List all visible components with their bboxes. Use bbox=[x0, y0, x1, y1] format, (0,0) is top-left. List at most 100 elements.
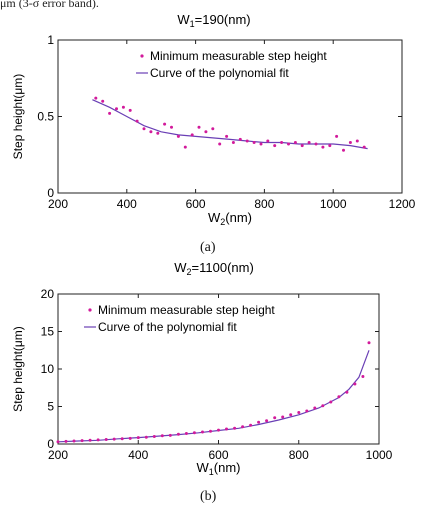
chart-b-data-point bbox=[112, 437, 116, 441]
chart-a-data-point bbox=[335, 134, 339, 138]
chart-b-data-point bbox=[337, 395, 341, 399]
chart-a-data-point bbox=[321, 145, 325, 149]
chart-b: W2=1100(nm) 200 400 600 800 1000 0 5 10 15 20 Ste… bbox=[11, 260, 393, 477]
chart-a-title: W1=190(nm) bbox=[177, 12, 250, 29]
chart-b-legend-marker-swatch bbox=[88, 308, 92, 312]
chart-a-data-point bbox=[307, 141, 311, 144]
chart-a-data-point bbox=[135, 119, 139, 123]
chart-a-data-point bbox=[218, 142, 222, 146]
chart-a-x-tick-label: 1000 bbox=[320, 197, 347, 211]
top-text-fragment: μm (3-σ error band). bbox=[0, 0, 99, 10]
chart-b-data-point bbox=[257, 420, 261, 424]
chart-b-data-point bbox=[152, 435, 156, 438]
chart-b-fit-layer bbox=[57, 350, 370, 443]
chart-a-data-point bbox=[142, 127, 146, 131]
chart-a-data-point bbox=[328, 144, 332, 148]
chart-a-ticks: 200 400 600 800 1000 1200 0 0.5 1 bbox=[37, 33, 415, 211]
chart-a-data-point bbox=[362, 145, 366, 149]
chart-b-data-point bbox=[144, 435, 148, 439]
chart-b-ticks: 200 400 600 800 1000 0 5 10 15 20 bbox=[41, 287, 393, 462]
chart-a-data-point bbox=[314, 142, 318, 146]
chart-a-data-point bbox=[342, 148, 345, 152]
chart-a-x-tick-label: 800 bbox=[254, 197, 274, 211]
chart-a-data-point bbox=[163, 122, 167, 126]
chart-a-fit-layer bbox=[92, 99, 368, 150]
chart-a-legend-entry-fit: Curve of the polynomial fit bbox=[150, 66, 289, 80]
chart-b-data-point bbox=[160, 434, 164, 438]
chart-b-data-point bbox=[80, 439, 84, 443]
chart-b-data-point bbox=[72, 439, 76, 443]
chart-b-data-point bbox=[217, 428, 220, 432]
chart-a-legend: Minimum measurable step height Curve of … bbox=[136, 49, 327, 80]
chart-b-data-point bbox=[56, 440, 60, 444]
chart-a-data-point bbox=[231, 141, 235, 144]
chart-a-x-tick-label: 1200 bbox=[389, 197, 416, 211]
chart-b-data-point bbox=[128, 436, 132, 440]
chart-b-legend-entry-fit: Curve of the polynomial fit bbox=[98, 320, 237, 334]
chart-a-fit-curve bbox=[92, 99, 368, 150]
chart-b-data-point bbox=[305, 409, 309, 413]
chart-b-data-point bbox=[104, 438, 108, 441]
chart-a-data-point bbox=[204, 130, 208, 134]
chart-b-data-point bbox=[136, 436, 140, 440]
caption-a: (a) bbox=[200, 240, 216, 255]
chart-b-data-point bbox=[329, 400, 333, 404]
chart-a: W1=190(nm) 200 400 600 800 1000 1200 0 0.5 1 Ste… bbox=[11, 12, 416, 227]
chart-a-data-point bbox=[355, 139, 359, 143]
chart-a-y-tick-label: 0.5 bbox=[37, 110, 54, 124]
chart-b-x-tick-label: 600 bbox=[208, 448, 228, 462]
chart-a-data-point bbox=[183, 145, 187, 149]
chart-b-legend-entry-points: Minimum measurable step height bbox=[98, 303, 275, 317]
chart-b-x-axis-label: W1(nm) bbox=[196, 460, 240, 477]
chart-a-x-tick-label: 200 bbox=[48, 197, 68, 211]
chart-b-fit-curve bbox=[57, 350, 370, 443]
chart-b-data-point bbox=[289, 413, 293, 417]
chart-b-data-point bbox=[367, 341, 371, 345]
chart-a-y-tick-label: 1 bbox=[47, 33, 54, 47]
chart-a-data-point bbox=[245, 139, 249, 143]
chart-b-data-point bbox=[321, 404, 325, 408]
chart-a-data-point bbox=[197, 125, 201, 129]
chart-b-x-tick-label: 400 bbox=[128, 448, 148, 462]
chart-b-data-point bbox=[313, 406, 317, 410]
chart-b-x-tick-label: 800 bbox=[289, 448, 309, 462]
chart-a-y-axis-label: Step height(μm) bbox=[11, 74, 25, 160]
chart-b-y-tick-label: 5 bbox=[47, 400, 54, 414]
chart-a-data-point bbox=[225, 134, 229, 138]
chart-a-data-point bbox=[252, 141, 256, 144]
chart-a-points-layer bbox=[94, 96, 366, 152]
chart-a-data-point bbox=[287, 142, 290, 146]
chart-b-x-tick-label: 1000 bbox=[366, 448, 393, 462]
chart-b-x-tick-label: 200 bbox=[48, 448, 68, 462]
chart-a-x-tick-label: 600 bbox=[186, 197, 206, 211]
chart-a-data-point bbox=[94, 96, 98, 100]
chart-b-data-point bbox=[273, 416, 277, 420]
chart-a-data-point bbox=[211, 127, 215, 131]
chart-a-data-point bbox=[101, 99, 105, 103]
chart-a-data-point bbox=[348, 141, 352, 144]
chart-b-data-point bbox=[361, 375, 365, 378]
chart-b-data-point bbox=[233, 426, 237, 430]
chart-a-x-axis-label: W2(nm) bbox=[208, 210, 252, 227]
chart-b-data-point bbox=[225, 427, 228, 431]
chart-b-title: W2=1100(nm) bbox=[174, 260, 254, 277]
chart-b-y-tick-label: 0 bbox=[47, 437, 54, 451]
chart-a-legend-entry-points: Minimum measurable step height bbox=[150, 49, 327, 63]
chart-a-data-point bbox=[156, 131, 160, 135]
chart-a-legend-marker-swatch bbox=[140, 54, 144, 58]
chart-b-data-point bbox=[249, 423, 253, 427]
chart-a-data-point bbox=[170, 125, 173, 129]
chart-a-data-point bbox=[115, 107, 118, 111]
chart-a-data-point bbox=[293, 141, 297, 144]
chart-a-data-point bbox=[280, 141, 284, 144]
chart-b-data-point bbox=[265, 419, 269, 423]
chart-b-data-point bbox=[88, 438, 92, 442]
chart-b-data-point bbox=[201, 430, 204, 434]
chart-b-data-point bbox=[353, 382, 357, 386]
chart-a-data-point bbox=[176, 134, 180, 138]
caption-b: (b) bbox=[200, 489, 217, 504]
chart-a-y-tick-label: 0 bbox=[47, 186, 54, 200]
chart-b-data-point bbox=[176, 432, 180, 436]
chart-a-x-tick-label: 400 bbox=[117, 197, 137, 211]
